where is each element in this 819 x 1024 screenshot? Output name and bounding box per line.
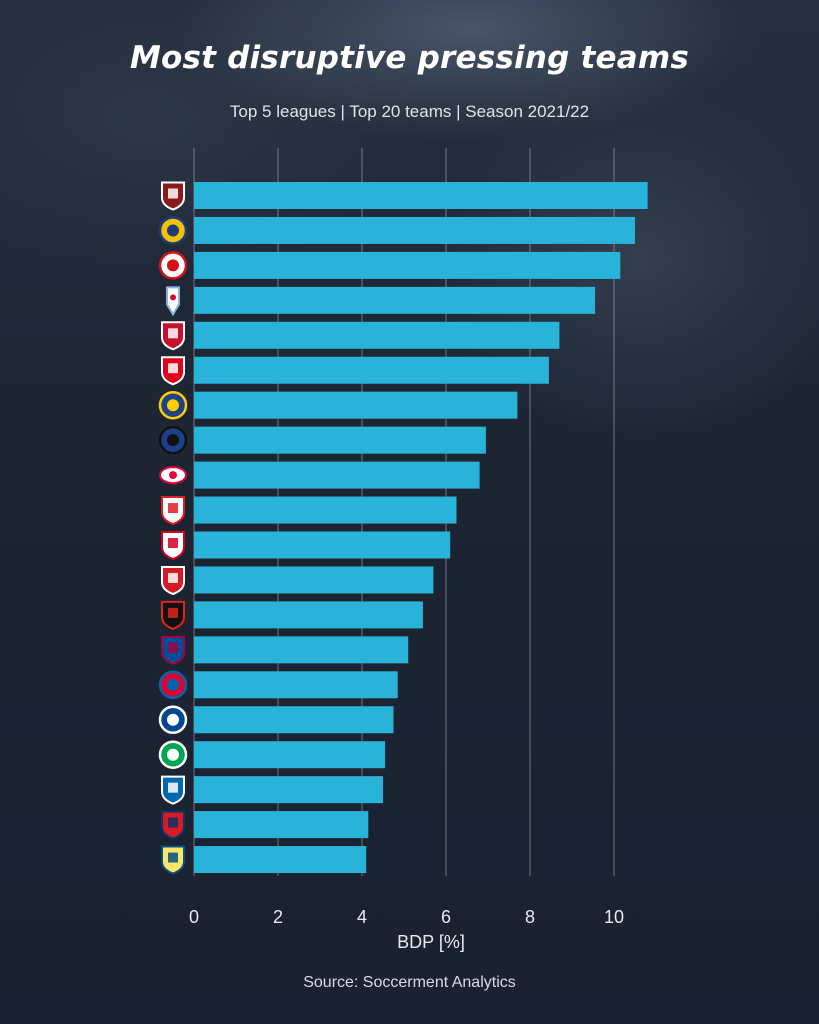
source-note: Source: Soccerment Analytics	[303, 974, 516, 991]
bayern-crest-icon	[158, 670, 188, 700]
bar	[194, 566, 434, 594]
chelsea-crest-icon	[158, 705, 188, 734]
bar	[194, 531, 451, 559]
hellas-verona-crest-icon	[158, 216, 188, 245]
x-tick-label: 8	[525, 907, 535, 927]
x-tick-label: 2	[273, 907, 283, 927]
barcelona-crest-icon	[161, 635, 185, 665]
osasuna-crest-icon	[161, 810, 185, 840]
x-axis-label: BDP [%]	[397, 932, 465, 952]
x-axis-ticks: 0 2 4 6 8 10	[189, 907, 624, 927]
rb-leipzig-crest-icon	[159, 466, 187, 485]
celta-vigo-crest-icon	[166, 286, 180, 317]
bar-series	[194, 182, 648, 874]
real-sociedad-crest-icon	[161, 775, 185, 805]
bar	[194, 671, 398, 699]
saint-etienne-crest-icon	[158, 740, 188, 769]
x-tick-label: 0	[189, 907, 199, 927]
bar	[194, 286, 596, 314]
bar	[194, 636, 409, 664]
southampton-crest-icon	[161, 565, 185, 596]
bar	[194, 251, 621, 279]
team-crests	[158, 181, 188, 875]
koln-crest-icon	[158, 251, 188, 280]
bar	[194, 496, 457, 524]
bar	[194, 461, 480, 489]
villarreal-crest-icon	[161, 845, 185, 875]
bar	[194, 846, 367, 874]
sevilla-crest-icon	[161, 531, 185, 561]
x-tick-label: 10	[604, 907, 624, 927]
x-tick-label: 6	[441, 907, 451, 927]
bar	[194, 356, 549, 384]
monaco-crest-icon	[161, 356, 185, 386]
bar	[194, 391, 518, 419]
bar	[194, 741, 386, 769]
bar	[194, 216, 635, 244]
torino-crest-icon	[161, 181, 185, 211]
bar	[194, 811, 369, 839]
chart-title: Most disruptive pressing teams	[129, 40, 690, 76]
bar	[194, 182, 648, 209]
bar	[194, 426, 486, 454]
bar	[194, 706, 394, 734]
bar	[194, 321, 560, 349]
rayo-vallecano-crest-icon	[161, 496, 185, 526]
bar	[194, 601, 423, 629]
chart-subtitle: Top 5 leagues | Top 20 teams | Season 20…	[229, 102, 590, 121]
atalanta-crest-icon	[158, 425, 188, 455]
bar	[194, 776, 383, 804]
rennes-crest-icon	[161, 600, 185, 630]
x-tick-label: 4	[357, 907, 367, 927]
liverpool-crest-icon	[161, 321, 185, 351]
leeds-crest-icon	[158, 390, 188, 420]
